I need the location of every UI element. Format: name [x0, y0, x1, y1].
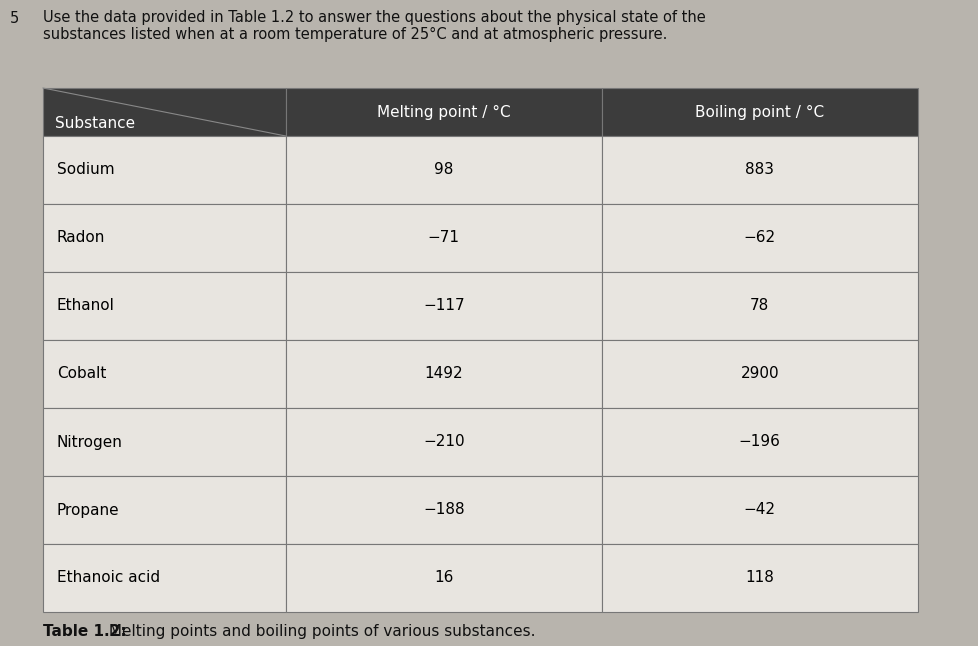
Text: −188: −188: [422, 503, 465, 517]
Text: Cobalt: Cobalt: [57, 366, 106, 382]
Text: Nitrogen: Nitrogen: [57, 435, 122, 450]
Text: 16: 16: [433, 570, 453, 585]
Text: Ethanol: Ethanol: [57, 298, 114, 313]
Text: Boiling point / °C: Boiling point / °C: [694, 105, 823, 120]
Text: Melting points and boiling points of various substances.: Melting points and boiling points of var…: [104, 624, 535, 639]
Text: −210: −210: [422, 435, 465, 450]
Text: 2900: 2900: [739, 366, 778, 382]
Text: Ethanoic acid: Ethanoic acid: [57, 570, 159, 585]
Text: −62: −62: [743, 231, 775, 245]
Text: Sodium: Sodium: [57, 163, 114, 178]
Text: 1492: 1492: [424, 366, 463, 382]
Text: 883: 883: [744, 163, 774, 178]
Text: 78: 78: [749, 298, 769, 313]
Text: Use the data provided in Table 1.2 to answer the questions about the physical st: Use the data provided in Table 1.2 to an…: [43, 10, 705, 43]
Text: Radon: Radon: [57, 231, 105, 245]
Text: Substance: Substance: [55, 116, 135, 131]
Text: −196: −196: [738, 435, 779, 450]
Text: Table 1.2:: Table 1.2:: [43, 624, 126, 639]
Text: 5: 5: [10, 11, 20, 26]
Text: −42: −42: [743, 503, 775, 517]
Text: −117: −117: [422, 298, 465, 313]
Text: Melting point / °C: Melting point / °C: [377, 105, 511, 120]
Text: 118: 118: [744, 570, 774, 585]
Text: 98: 98: [433, 163, 453, 178]
Text: −71: −71: [427, 231, 460, 245]
Text: Propane: Propane: [57, 503, 119, 517]
